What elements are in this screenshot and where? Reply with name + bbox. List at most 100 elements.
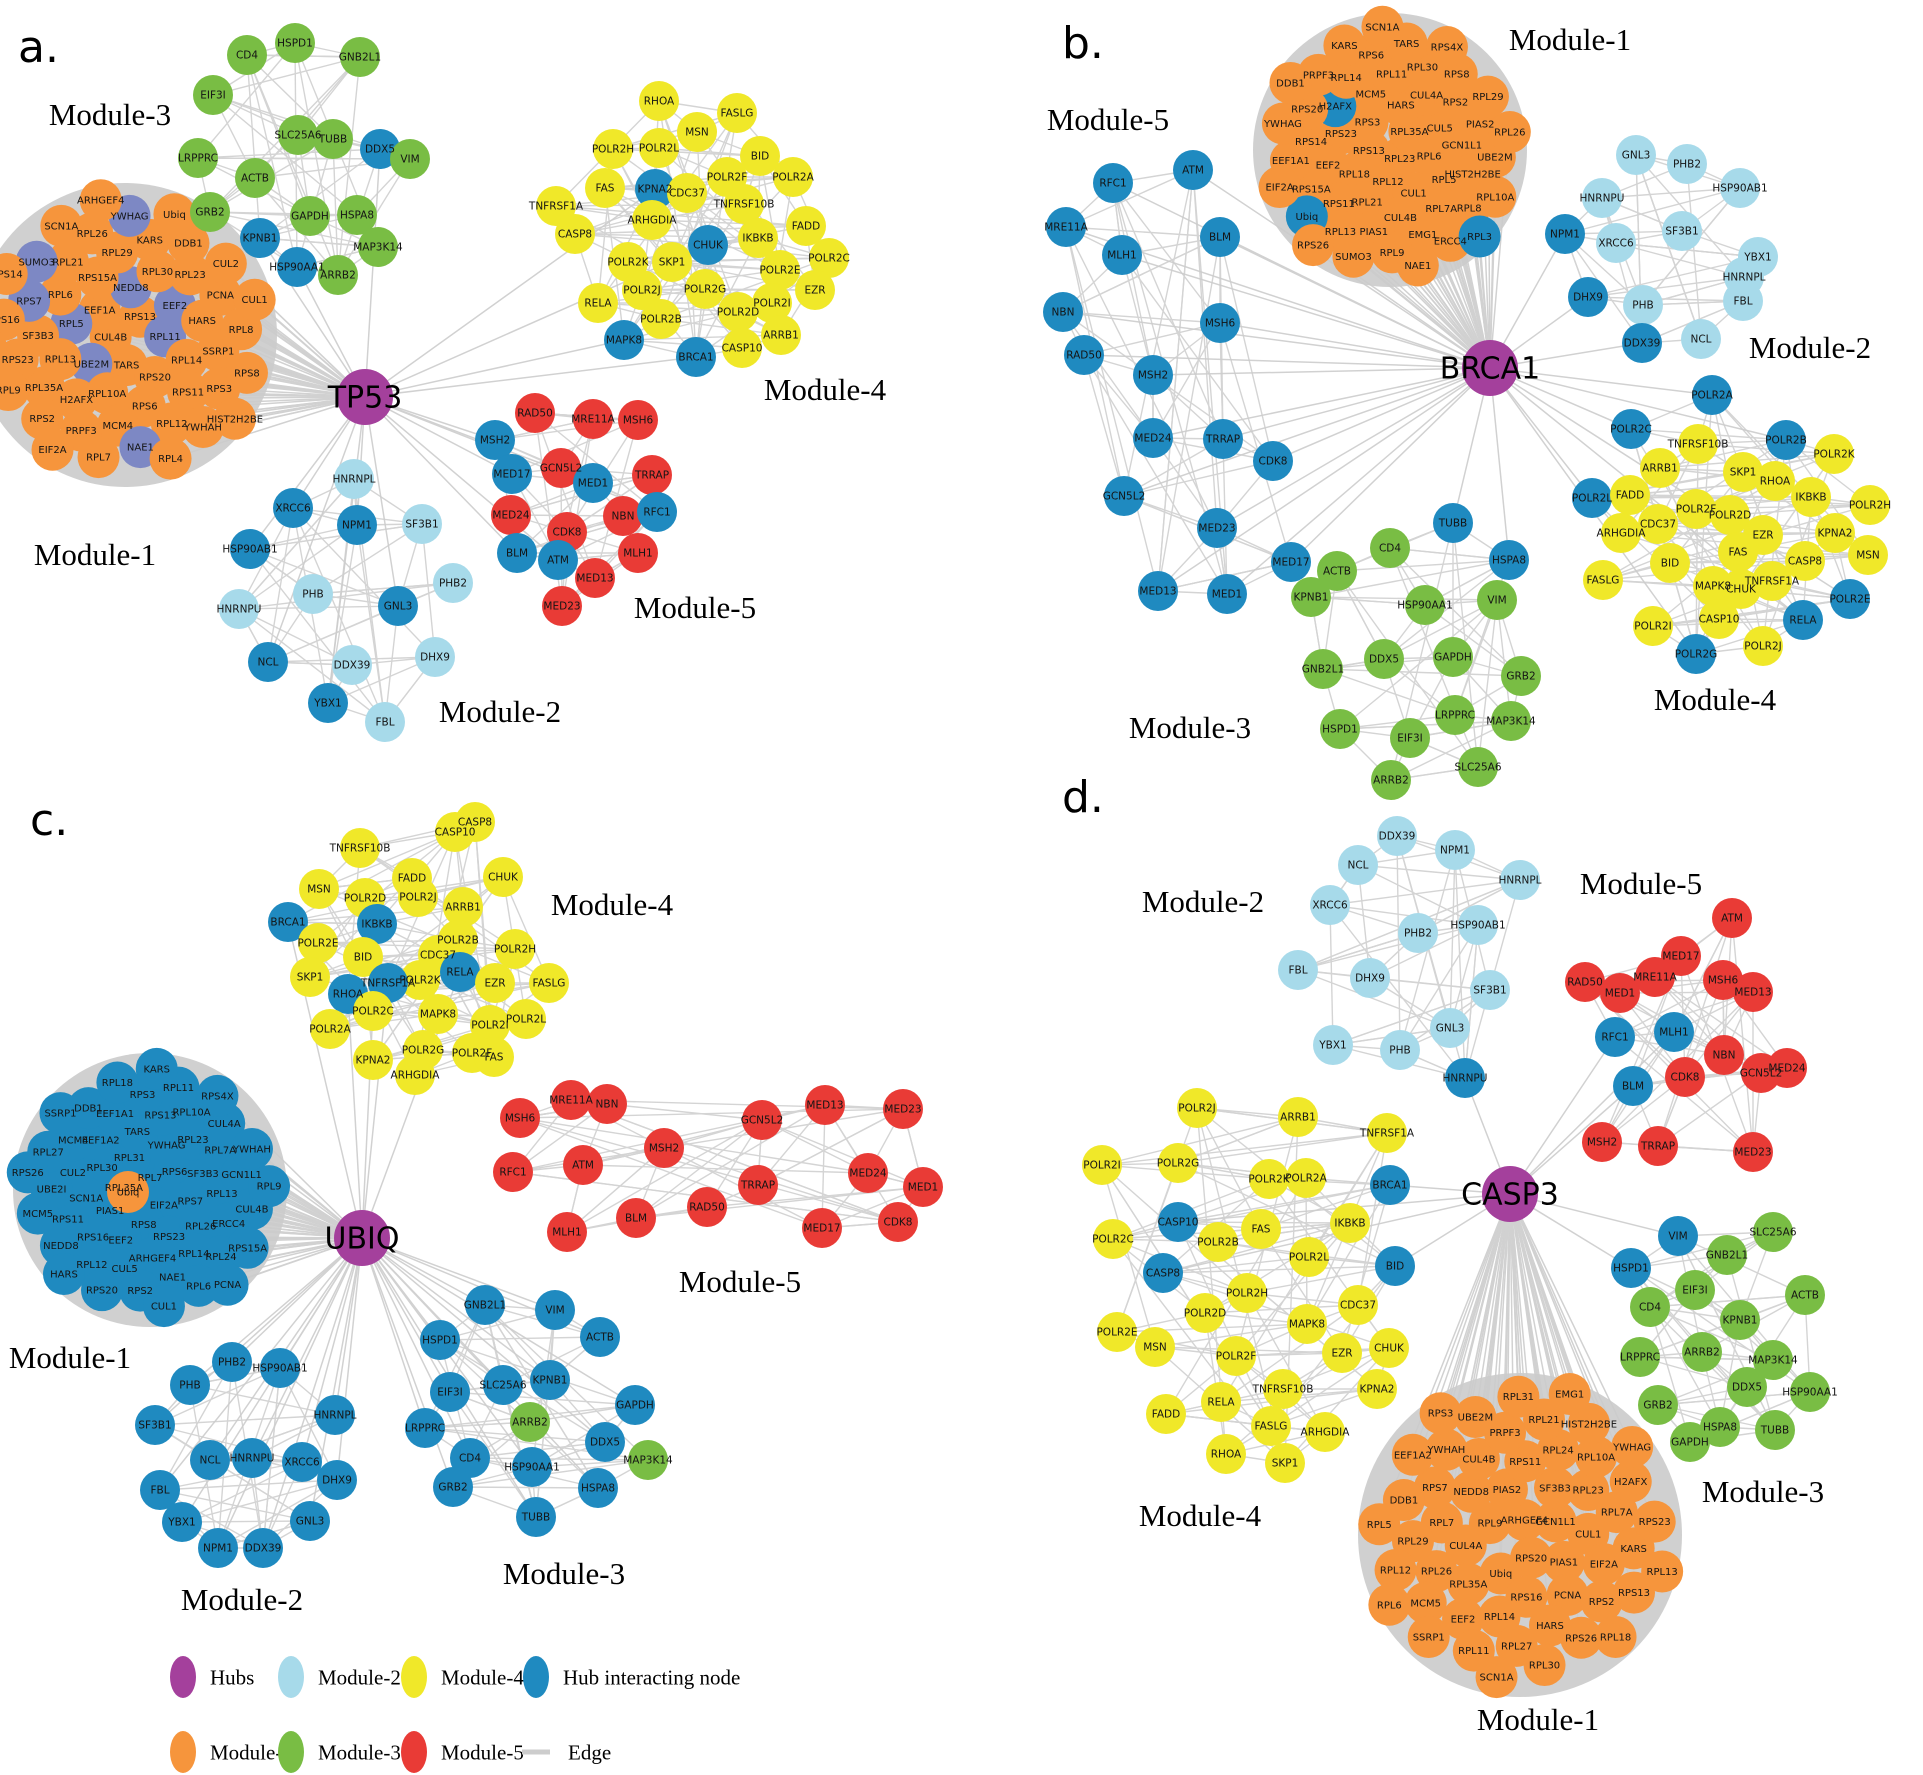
node-MLH1[interactable] <box>1654 1012 1694 1052</box>
node-HSPA8[interactable] <box>578 1468 618 1508</box>
node-POLR2E[interactable] <box>1830 579 1870 619</box>
node-ARHGDIA[interactable] <box>1601 513 1641 553</box>
node-PIAS1[interactable] <box>1542 1540 1585 1583</box>
node-POLR2J[interactable] <box>622 270 662 310</box>
node-RPL7[interactable] <box>77 436 120 479</box>
node-NBN[interactable] <box>587 1084 627 1124</box>
hub-TP53[interactable] <box>337 369 393 425</box>
node-DHX9[interactable] <box>317 1460 357 1500</box>
node-ARHGDIA[interactable] <box>632 200 672 240</box>
node-MED17[interactable] <box>802 1208 842 1248</box>
node-POLR2A[interactable] <box>773 157 813 197</box>
node-GRB2[interactable] <box>433 1467 473 1507</box>
node-PCNA[interactable] <box>1546 1574 1589 1617</box>
node-RPL12[interactable] <box>150 402 193 445</box>
node-RPL29[interactable] <box>1466 75 1509 118</box>
node-IKBKB[interactable] <box>738 218 778 258</box>
node-HSP90AA1[interactable] <box>1790 1372 1830 1412</box>
node-SUMO3[interactable] <box>1332 235 1375 278</box>
node-CDC37[interactable] <box>1338 1285 1378 1325</box>
node-CASP10[interactable] <box>722 328 762 368</box>
node-POLR2C[interactable] <box>809 238 849 278</box>
node-GCN5L2[interactable] <box>541 448 581 488</box>
node-MSH2[interactable] <box>475 420 515 460</box>
node-BRCA1[interactable] <box>1370 1165 1410 1205</box>
node-POLR2C[interactable] <box>1611 409 1651 449</box>
node-EIF2A[interactable] <box>1258 166 1301 209</box>
node-SCN1A[interactable] <box>1475 1656 1518 1699</box>
node-PHB2[interactable] <box>433 563 473 603</box>
node-RPL10A[interactable] <box>1575 1435 1618 1478</box>
node-TRRAP[interactable] <box>738 1165 778 1205</box>
node-CD4[interactable] <box>227 35 267 75</box>
node-SKP1[interactable] <box>290 957 330 997</box>
node-BRCA1[interactable] <box>676 337 716 377</box>
node-LRPPRC[interactable] <box>178 138 218 178</box>
node-YWHAH[interactable] <box>182 406 225 449</box>
node-FBL[interactable] <box>1278 950 1318 990</box>
hub-UBIQ[interactable] <box>334 1210 390 1266</box>
node-ARHGDIA[interactable] <box>1305 1412 1345 1452</box>
node-MED24[interactable] <box>848 1153 888 1193</box>
node-EIF2A[interactable] <box>31 428 74 471</box>
node-POLR2L[interactable] <box>1289 1237 1329 1277</box>
node-YBX1[interactable] <box>1313 1025 1353 1065</box>
node-DHX9[interactable] <box>415 637 455 677</box>
node-GRB2[interactable] <box>1501 656 1541 696</box>
node-TUBB[interactable] <box>1755 1410 1795 1450</box>
node-NAE1[interactable] <box>1396 244 1439 287</box>
node-CDK8[interactable] <box>878 1202 918 1242</box>
node-GRB2[interactable] <box>1638 1385 1678 1425</box>
node-RPL10A[interactable] <box>1474 175 1517 218</box>
node-CDC37[interactable] <box>1638 504 1678 544</box>
node-RAD50[interactable] <box>1565 962 1605 1002</box>
node-IKBKB[interactable] <box>357 904 397 944</box>
node-MED24[interactable] <box>1133 418 1173 458</box>
node-FADD[interactable] <box>1146 1394 1186 1434</box>
node-RPL30[interactable] <box>136 250 179 293</box>
node-MED1[interactable] <box>1207 574 1247 614</box>
node-YBX1[interactable] <box>162 1502 202 1542</box>
node-DDB1[interactable] <box>1269 61 1312 104</box>
node-POLR2L[interactable] <box>639 128 679 168</box>
node-MAPK8[interactable] <box>1287 1304 1327 1344</box>
node-XRCC6[interactable] <box>1596 223 1636 263</box>
node-FASLG[interactable] <box>717 93 757 133</box>
node-ARHGDIA[interactable] <box>395 1055 435 1095</box>
node-ARHGEF4[interactable] <box>1503 1499 1546 1542</box>
node-RPL9[interactable] <box>0 369 30 412</box>
node-RPL4[interactable] <box>149 437 192 480</box>
node-PHB[interactable] <box>170 1365 210 1405</box>
node-DHX9[interactable] <box>1568 277 1608 317</box>
node-TNFRSF10B[interactable] <box>724 184 764 224</box>
node-CUL1[interactable] <box>142 1285 185 1328</box>
node-HSP90AB1[interactable] <box>260 1348 300 1388</box>
node-SCN1A[interactable] <box>40 204 83 247</box>
node-POLR2C[interactable] <box>1093 1219 1133 1259</box>
node-POLR2L[interactable] <box>506 999 546 1039</box>
node-GNL3[interactable] <box>1430 1008 1470 1048</box>
node-MRE11A[interactable] <box>1046 207 1086 247</box>
node-GNB2L1[interactable] <box>340 37 380 77</box>
node-ARRB2[interactable] <box>318 255 358 295</box>
node-KPNB1[interactable] <box>530 1360 570 1400</box>
node-RPS26[interactable] <box>1292 224 1335 267</box>
node-RPS8[interactable] <box>225 351 268 394</box>
node-RHOA[interactable] <box>1206 1434 1246 1474</box>
node-HSPD1[interactable] <box>1320 709 1360 749</box>
node-HSPD1[interactable] <box>1611 1248 1651 1288</box>
node-NCL[interactable] <box>248 642 288 682</box>
node-GNB2L1[interactable] <box>1303 649 1343 689</box>
node-GAPDH[interactable] <box>290 196 330 236</box>
node-PHB[interactable] <box>1623 285 1663 325</box>
node-POLR2G[interactable] <box>1158 1143 1198 1183</box>
node-NPM1[interactable] <box>337 505 377 545</box>
node-CD4[interactable] <box>1370 528 1410 568</box>
node-MSH6[interactable] <box>1703 960 1743 1000</box>
node-KPNB1[interactable] <box>240 218 280 258</box>
node-PHB[interactable] <box>293 574 333 614</box>
node-POLR2I[interactable] <box>1633 606 1673 646</box>
node-CASP10[interactable] <box>1699 599 1739 639</box>
node-DDX39[interactable] <box>1377 816 1417 856</box>
node-RELA[interactable] <box>578 283 618 323</box>
